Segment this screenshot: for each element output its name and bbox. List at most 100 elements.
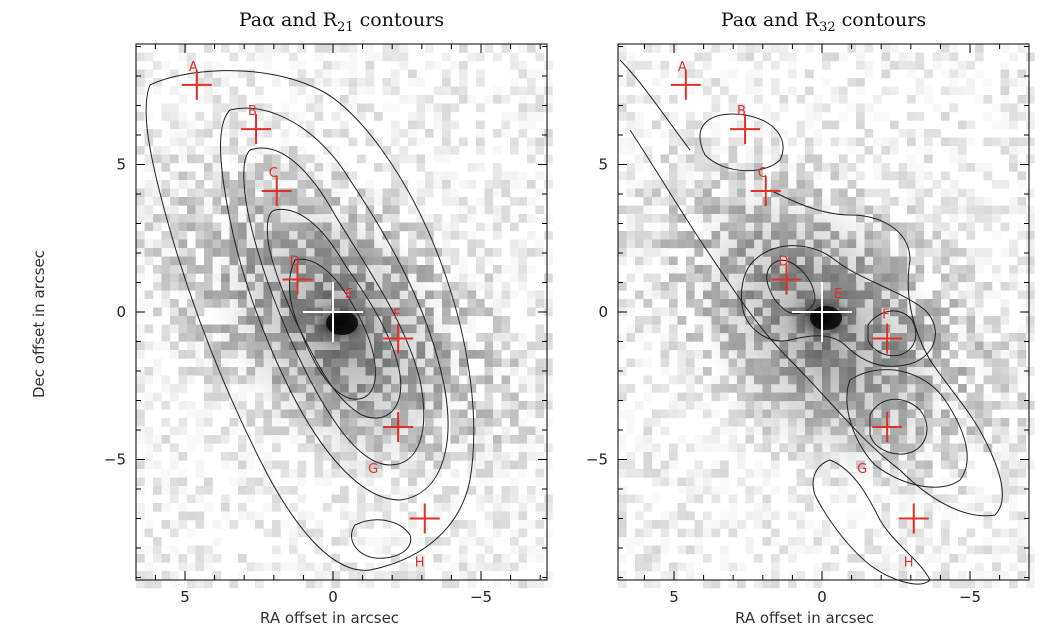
pixel [626,95,636,104]
pixel [255,44,264,53]
pixel [745,154,755,164]
pixel [323,69,332,79]
pixel [153,282,162,291]
pixel [518,554,528,563]
pixel [1000,248,1010,257]
pixel [399,154,409,164]
pixel [212,69,222,79]
pixel [459,282,468,291]
pixel [484,180,494,189]
pixel [195,214,205,223]
pixel [1009,375,1018,385]
pixel [966,163,976,172]
pixel [652,443,661,453]
emission-core-inner [810,306,842,330]
pixel [720,69,729,79]
pixel [660,384,670,393]
pixel [484,358,494,368]
pixel [635,265,644,274]
pixel [703,579,712,589]
marker-d: D [771,255,802,295]
pixel [762,52,772,62]
pixel [711,171,721,181]
pixel [652,477,661,487]
pixel [915,477,925,487]
pixel [178,44,188,53]
pixel [365,579,375,589]
pixel [195,188,205,198]
pixel [433,61,443,70]
pixel [626,146,636,155]
pixel [762,520,772,529]
pixel [635,256,644,266]
pixel [652,452,661,461]
pixel [459,426,468,436]
pixel [527,197,536,206]
pixel [442,248,451,257]
pixel [425,537,434,546]
pixel [527,299,536,308]
pixel [932,554,942,563]
pixel [484,401,494,410]
pixel [255,129,264,138]
pixel [643,554,653,563]
pixel [1009,452,1018,461]
pixel [626,333,636,342]
pixel [941,137,950,147]
pixel [425,103,434,113]
pixel [907,163,916,172]
pixel [178,248,188,257]
pixel [677,188,687,198]
pixel [501,562,511,572]
pixel [348,103,358,113]
pixel [476,554,485,563]
pixel [992,562,1001,572]
pixel [626,231,636,240]
pixel [949,503,959,512]
pixel [467,307,477,317]
pixel [263,120,273,130]
pixel [195,239,205,249]
pixel [187,265,196,274]
pixel [340,129,349,138]
pixel [932,61,942,70]
pixel [813,537,823,546]
pixel [805,494,814,504]
pixel [306,78,315,87]
pixel [618,503,627,512]
pixel [178,112,188,121]
pixel [881,163,891,172]
y-tick-label: 5 [116,156,126,174]
pixel [323,477,332,487]
pixel [459,562,468,572]
pixel [212,520,222,529]
pixel [144,520,154,529]
pixel [966,460,976,470]
pixel [652,579,661,589]
pixel [153,61,162,70]
pixel [476,418,485,427]
pixel [788,554,797,563]
pixel [992,384,1001,393]
pixel [932,239,942,249]
pixel [425,486,434,495]
pixel [966,273,976,283]
pixel [907,528,916,538]
pixel [510,350,519,359]
pixel [204,375,213,385]
pixel [898,537,908,546]
pixel [864,61,874,70]
pixel [382,511,392,521]
pixel [510,545,519,555]
pixel [382,494,392,504]
pixel [238,443,247,453]
pixel [660,282,670,291]
pixel [796,494,806,504]
pixel [1000,486,1010,495]
pixel [847,78,857,87]
pixel [357,545,366,555]
pixel [238,129,247,138]
pixel [660,154,670,164]
pixel [711,426,721,436]
pixel [881,69,891,79]
